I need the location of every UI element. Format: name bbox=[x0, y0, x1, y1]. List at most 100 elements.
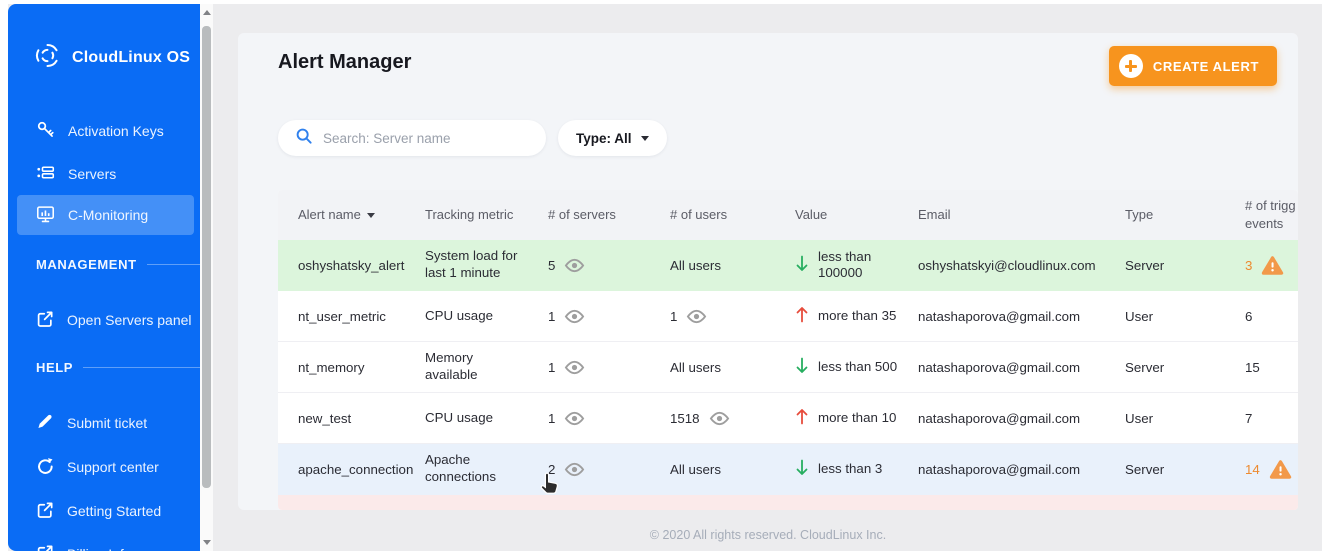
scrollbar-thumb[interactable] bbox=[202, 26, 211, 488]
servers-cell: 2 bbox=[528, 461, 650, 494]
main-area: Alert Manager CREATE ALERT Type: All bbox=[213, 4, 1322, 551]
arrow-up-icon bbox=[795, 306, 809, 326]
sidebar-item-servers[interactable]: Servers bbox=[8, 159, 200, 189]
sidebar-item-submit-ticket[interactable]: Submit ticket bbox=[8, 408, 200, 438]
users-cell: All users bbox=[670, 461, 721, 477]
type-cell: Server bbox=[1125, 257, 1165, 273]
pencil-icon bbox=[36, 413, 54, 434]
col-header-alert-name[interactable]: Alert name bbox=[278, 206, 405, 224]
tracking-metric-cell: CPU usage bbox=[425, 409, 493, 425]
arrow-up-icon bbox=[795, 408, 809, 428]
sidebar-scrollbar[interactable] bbox=[200, 4, 213, 551]
table-header-row: Alert name Tracking metric # of servers … bbox=[278, 190, 1298, 240]
logo: CloudLinux OS bbox=[34, 42, 190, 74]
sidebar-item-label: Activation Keys bbox=[68, 123, 164, 139]
col-header-tracking-metric: Tracking metric bbox=[425, 207, 514, 223]
col-header-email: Email bbox=[918, 207, 951, 223]
table-row[interactable]: nt_user_metric CPU usage 1 1 bbox=[278, 291, 1298, 342]
external-link-icon bbox=[36, 501, 54, 522]
alert-name-cell: apache_connection bbox=[298, 461, 414, 477]
servers-count: 5 bbox=[548, 257, 556, 273]
triggered-count: 14 bbox=[1245, 461, 1260, 477]
servers-icon bbox=[36, 164, 55, 184]
value-cell: less than 100000 bbox=[775, 249, 898, 281]
logo-label: CloudLinux OS bbox=[72, 49, 191, 66]
col-header-triggered: # of trigg events bbox=[1245, 198, 1296, 231]
servers-cell: 5 bbox=[528, 258, 650, 273]
col-header-type: Type bbox=[1125, 207, 1154, 223]
scroll-down-arrow-icon[interactable] bbox=[203, 540, 211, 545]
eye-icon[interactable] bbox=[564, 411, 585, 426]
sidebar-active-highlight bbox=[17, 195, 194, 235]
servers-count: 1 bbox=[548, 308, 556, 324]
sidebar-item-c-monitoring[interactable]: C-Monitoring bbox=[8, 200, 200, 230]
servers-cell: 1 bbox=[528, 360, 650, 375]
value-cell: less than 3 bbox=[775, 459, 898, 479]
refresh-arrow-icon bbox=[36, 457, 54, 478]
footer-copyright: © 2020 All rights reserved. CloudLinux I… bbox=[649, 528, 887, 542]
scroll-up-arrow-icon[interactable] bbox=[203, 10, 211, 15]
eye-icon[interactable] bbox=[564, 309, 585, 324]
eye-icon[interactable] bbox=[686, 309, 707, 324]
users-count: 1518 bbox=[670, 410, 700, 426]
sidebar: CloudLinux OS Activation Keys Server bbox=[8, 4, 200, 551]
col-header-servers: # of servers bbox=[548, 207, 616, 223]
warning-triangle-icon bbox=[1269, 459, 1292, 480]
value-text: less than 500 bbox=[818, 359, 898, 375]
type-cell: User bbox=[1125, 308, 1154, 324]
sidebar-item-support-center[interactable]: Support center bbox=[8, 452, 200, 482]
alerts-table: Alert name Tracking metric # of servers … bbox=[278, 190, 1298, 510]
alert-name-cell: nt_memory bbox=[298, 359, 365, 375]
users-cell: 1518 bbox=[650, 411, 775, 426]
tracking-metric-cell: Memory available bbox=[425, 350, 478, 382]
table-row[interactable]: apache_connection Apache connections 2 A… bbox=[278, 444, 1298, 495]
triggered-count: 7 bbox=[1245, 410, 1253, 426]
eye-icon[interactable] bbox=[709, 411, 730, 426]
type-filter-dropdown[interactable]: Type: All bbox=[558, 120, 667, 156]
app-window: CloudLinux OS Activation Keys Server bbox=[8, 4, 1322, 551]
value-cell: more than 10 bbox=[775, 408, 898, 428]
warning-triangle-icon bbox=[1261, 255, 1284, 276]
servers-cell: 1 bbox=[528, 411, 650, 426]
search-input[interactable] bbox=[323, 130, 546, 146]
sidebar-item-label: Open Servers panel bbox=[67, 312, 192, 328]
table-row[interactable]: nt_memory Memory available 1 All users l… bbox=[278, 342, 1298, 393]
sidebar-item-open-servers-panel[interactable]: Open Servers panel bbox=[8, 305, 200, 335]
value-cell: more than 35 bbox=[775, 306, 898, 326]
triggered-cell: 15 bbox=[1225, 360, 1298, 375]
external-link-icon bbox=[36, 310, 54, 331]
sort-caret-icon bbox=[366, 213, 375, 219]
email-cell: natashaporova@gmail.com bbox=[918, 359, 1081, 375]
eye-icon[interactable] bbox=[564, 258, 585, 273]
plus-icon bbox=[1118, 54, 1143, 78]
users-count: 1 bbox=[670, 308, 678, 324]
key-icon bbox=[36, 120, 55, 142]
sidebar-item-billing-info[interactable]: Billing Info bbox=[8, 539, 200, 551]
table-row-clipped[interactable] bbox=[278, 495, 1298, 510]
sidebar-item-activation-keys[interactable]: Activation Keys bbox=[8, 116, 200, 146]
email-cell: natashaporova@gmail.com bbox=[918, 461, 1081, 477]
sidebar-item-getting-started[interactable]: Getting Started bbox=[8, 496, 200, 526]
table-row[interactable]: new_test CPU usage 1 1518 bbox=[278, 393, 1298, 444]
sidebar-item-label: Support center bbox=[67, 459, 159, 475]
email-cell: natashaporova@gmail.com bbox=[918, 410, 1081, 426]
sidebar-section-management: MANAGEMENT bbox=[36, 257, 200, 272]
arrow-down-icon bbox=[795, 357, 809, 377]
page-title: Alert Manager bbox=[278, 51, 412, 73]
table-row[interactable]: oshyshatsky_alert System load for last 1… bbox=[278, 240, 1298, 291]
monitoring-icon bbox=[36, 205, 55, 226]
type-cell: Server bbox=[1125, 359, 1165, 375]
triggered-cell: 14 bbox=[1225, 459, 1298, 480]
eye-icon[interactable] bbox=[564, 360, 585, 375]
chevron-down-icon bbox=[640, 135, 649, 141]
external-link-icon bbox=[36, 544, 54, 551]
search-bar[interactable] bbox=[278, 120, 546, 156]
value-cell: less than 500 bbox=[775, 357, 898, 377]
servers-count: 2 bbox=[548, 461, 556, 477]
alert-manager-panel: Alert Manager CREATE ALERT Type: All bbox=[238, 33, 1298, 510]
eye-icon[interactable] bbox=[564, 462, 585, 477]
triggered-count: 6 bbox=[1245, 308, 1253, 324]
users-cell: All users bbox=[670, 359, 721, 375]
email-cell: oshyshatskyi@cloudlinux.com bbox=[918, 257, 1096, 273]
create-alert-button[interactable]: CREATE ALERT bbox=[1108, 46, 1277, 86]
